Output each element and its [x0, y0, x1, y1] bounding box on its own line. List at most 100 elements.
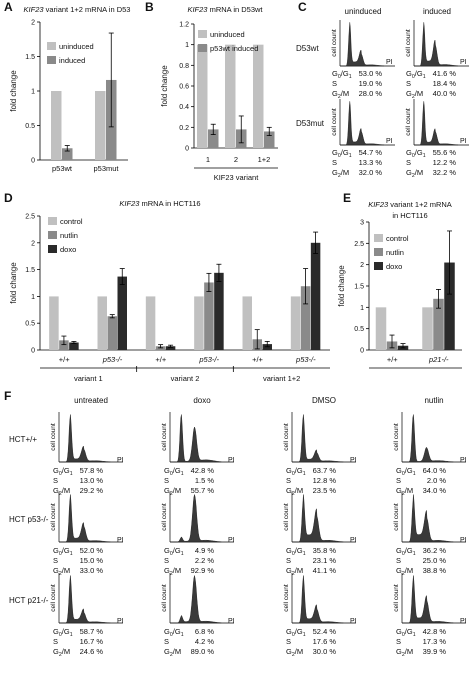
phase-stats: G0/G1 52.4 % S 17.6 % G2/M 30.0 %	[286, 627, 336, 658]
y-tick-label: 1	[31, 89, 35, 96]
legend-swatch	[48, 231, 57, 239]
s-value: 23.1 %	[313, 556, 337, 565]
legend-swatch	[48, 245, 57, 253]
hist-y-label: cell count	[393, 584, 400, 612]
g1-label: G0/G1	[164, 546, 184, 557]
panel-letter-d: D	[4, 191, 13, 205]
hist-x-label: PI	[117, 618, 124, 625]
hist-y-label: cell count	[161, 584, 168, 612]
phase-stats: G0/G1 53.0 % S 19.0 % G2/M 28.0 %	[332, 69, 382, 100]
histogram-fill	[170, 575, 222, 624]
genotype-label: p53-/-	[102, 355, 123, 364]
row-label: D53mut	[296, 119, 325, 128]
hist-y-label: cell count	[50, 423, 57, 451]
legend-label: control	[60, 217, 83, 226]
bar	[290, 296, 301, 350]
g1-label: G0/G1	[332, 148, 352, 159]
y-tick-label: 0.2	[179, 125, 189, 132]
legend-label: nutlin	[386, 248, 404, 257]
hist-x-label: PI	[350, 457, 357, 464]
y-tick-label: 0	[31, 158, 35, 165]
hist-x-label: PI	[460, 59, 467, 66]
bar	[225, 44, 236, 148]
bar	[310, 242, 321, 350]
s-value: 13.3 %	[359, 158, 383, 167]
g1-label: G0/G1	[396, 627, 416, 638]
phase-stats: G0/G1 35.8 % S 23.1 % G2/M 41.1 %	[286, 546, 336, 577]
histogram-fill	[292, 414, 344, 463]
panel-e-title-line2: in HCT116	[392, 211, 427, 220]
y-axis-label: fold change	[337, 265, 346, 307]
genotype-label: p53-/-	[295, 355, 316, 364]
hist-y-label: cell count	[405, 108, 412, 136]
bar	[204, 282, 214, 350]
panel-a-title: KIF23 variant 1+2 mRNA in D53	[24, 5, 131, 14]
g2-label: G2/M	[286, 486, 303, 497]
phase-stats: G0/G1 58.7 % S 16.7 % G2/M 24.6 %	[53, 627, 103, 658]
s-value: 16.7 %	[80, 637, 104, 646]
phase-stats: G0/G1 41.6 % S 18.4 % G2/M 40.0 %	[406, 69, 456, 100]
histogram	[401, 412, 466, 463]
phase-stats: G0/G1 42.8 % S 1.5 % G2/M 55.7 %	[164, 466, 214, 497]
g2-value: 55.7 %	[191, 486, 215, 495]
phase-stats: G0/G1 64.0 % S 2.0 % G2/M 34.0 %	[396, 466, 446, 497]
bar	[95, 91, 106, 160]
hist-y-label: cell count	[393, 423, 400, 451]
legend-swatch	[48, 217, 57, 225]
bar	[59, 340, 69, 350]
s-label: S	[286, 556, 291, 565]
hist-x-label: PI	[117, 457, 124, 464]
s-label: S	[332, 79, 337, 88]
histogram	[169, 412, 234, 463]
histogram	[291, 492, 356, 543]
g1-value: 64.0 %	[423, 466, 447, 475]
hist-y-label: cell count	[331, 29, 338, 57]
row-label: D53wt	[296, 44, 319, 53]
hist-y-label: cell count	[50, 503, 57, 531]
y-tick-label: 0.6	[179, 84, 189, 91]
hist-y-label: cell count	[283, 423, 290, 451]
g2-value: 41.1 %	[313, 566, 337, 575]
s-value: 12.2 %	[433, 158, 457, 167]
hist-x-label: PI	[460, 138, 467, 145]
s-label: S	[164, 556, 169, 565]
histogram	[413, 20, 469, 67]
legend-label: uninduced	[210, 30, 245, 39]
y-tick-label: 2	[360, 262, 364, 269]
bar	[300, 286, 311, 350]
histogram	[58, 412, 123, 463]
histogram-fill	[170, 414, 222, 463]
phase-stats: G0/G1 42.8 % S 17.3 % G2/M 39.9 %	[396, 627, 446, 658]
y-tick-label: 1	[185, 42, 189, 49]
g1-value: 57.8 %	[80, 466, 104, 475]
y-axis-label: fold change	[9, 70, 18, 112]
legend-label: doxo	[386, 262, 402, 271]
hist-x-label: PI	[228, 537, 235, 544]
g2-value: 39.9 %	[423, 647, 447, 656]
legend-swatch	[198, 30, 207, 38]
s-value: 1.5 %	[195, 476, 215, 485]
panel-letter-a: A	[4, 0, 13, 14]
legend-label: p53wt induced	[210, 44, 258, 53]
histogram-fill	[292, 494, 344, 543]
genotype-label: +/+	[155, 355, 166, 364]
bar	[165, 346, 176, 350]
bar	[444, 262, 455, 350]
histogram-fill	[170, 493, 222, 543]
g2-label: G2/M	[164, 486, 181, 497]
legend-label: induced	[59, 56, 85, 65]
g1-value: 63.7 %	[313, 466, 337, 475]
g2-value: 29.2 %	[80, 486, 104, 495]
g2-value: 33.0 %	[80, 566, 104, 575]
histogram	[339, 20, 395, 67]
phase-stats: G0/G1 57.8 % S 13.0 % G2/M 29.2 %	[53, 466, 103, 497]
g2-label: G2/M	[332, 168, 349, 179]
hist-x-label: PI	[228, 457, 235, 464]
hist-x-label: PI	[460, 618, 467, 625]
g2-value: 92.9 %	[191, 566, 215, 575]
histogram	[58, 573, 123, 624]
phase-stats: G0/G1 6.8 % S 4.2 % G2/M 89.0 %	[164, 627, 214, 658]
bar	[242, 296, 252, 350]
s-label: S	[53, 637, 58, 646]
y-tick-label: 0	[360, 348, 364, 355]
